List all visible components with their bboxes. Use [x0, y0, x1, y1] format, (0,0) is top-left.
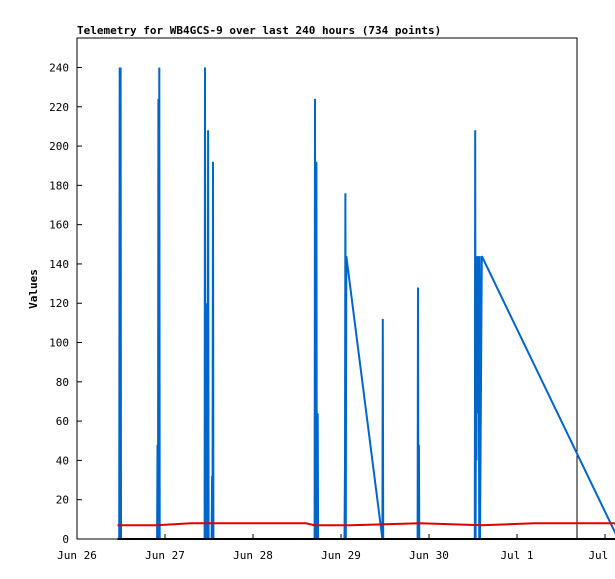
y-tick-label: 180: [49, 179, 69, 192]
y-axis: 0 20 40 60 80 100 120 140 160 180 200 220 240: [49, 61, 82, 546]
plot-frame: [76, 37, 578, 540]
series-line-red: [117, 522, 615, 527]
y-tick-label: 40: [56, 454, 69, 467]
y-tick-label: 220: [49, 101, 69, 114]
y-tick-label: 200: [49, 140, 69, 153]
y-tick-label: 0: [62, 533, 69, 546]
chart-title: Telemetry for WB4GCS-9 over last 240 hou…: [77, 24, 441, 37]
y-tick-label: 140: [49, 258, 69, 271]
series-line-blue: [118, 67, 615, 540]
x-tick-label: Jun 27: [145, 549, 185, 562]
x-tick-label: Jun 26: [57, 549, 97, 562]
x-tick-label: Jun 30: [409, 549, 449, 562]
y-tick-label: 100: [49, 337, 69, 350]
y-tick-label: 240: [49, 61, 69, 74]
y-tick-label: 80: [56, 376, 69, 389]
x-tick-label: Jul 1: [500, 549, 533, 562]
series-layer: [117, 67, 615, 540]
y-tick-label: 160: [49, 219, 69, 232]
x-tick-label: Jun 28: [233, 549, 273, 562]
y-axis-label: Values: [27, 269, 40, 309]
x-tick-label: Jul 2: [588, 549, 615, 562]
y-tick-label: 60: [56, 415, 69, 428]
x-tick-label: Jun 29: [321, 549, 361, 562]
y-tick-label: 20: [56, 494, 69, 507]
y-tick-label: 120: [49, 297, 69, 310]
x-axis: Jun 26 Jun 27 Jun 28 Jun 29 Jun 30 Jul 1 Jul 2: [57, 534, 615, 562]
